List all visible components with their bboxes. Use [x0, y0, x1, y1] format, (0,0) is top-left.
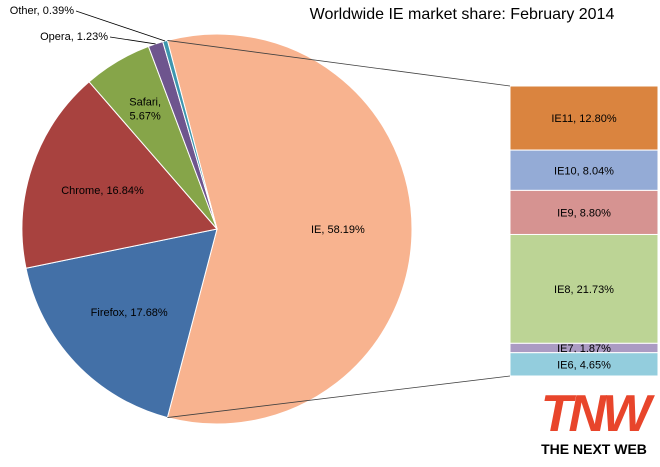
pie-slice-other — [162, 39, 218, 230]
pie-group: IE, 58.19% Firefox, 17.68% Chrome, 16.84% S… — [10, 5, 413, 425]
bar-label-ie10: IE10, 8.04% — [554, 165, 614, 177]
pie-slice-firefox — [25, 228, 218, 419]
slice-label-ie: IE, 58.19% — [311, 224, 365, 236]
bar-segment-ie9 — [509, 189, 659, 235]
connector-line-bottom — [167, 375, 511, 418]
slice-label-opera: Opera, 1.23% — [40, 31, 108, 43]
tnw-logo: TNW THE NEXT WEB — [541, 385, 659, 457]
breakdown-bar-group: IE11, 12.80% IE10, 8.04% IE9, 8.80% IE8, 21… — [167, 40, 659, 418]
bar-segment-ie10 — [509, 149, 659, 191]
bar-segment-ie6 — [509, 352, 659, 377]
bar-label-ie6: IE6, 4.65% — [557, 359, 611, 371]
connector-line-top — [167, 40, 511, 87]
chart-title: Worldwide IE market share: February 2014 — [310, 6, 615, 23]
logo-mark: TNW — [541, 385, 655, 443]
bar-label-ie8: IE8, 21.73% — [554, 284, 614, 296]
pie-slice-ie — [166, 33, 413, 425]
bar-segment-ie8 — [509, 233, 659, 344]
pie-slice-chrome — [21, 81, 218, 269]
bar-label-ie11: IE11, 12.80% — [551, 113, 616, 125]
bar-label-ie9: IE9, 8.80% — [557, 207, 611, 219]
bar-label-ie7: IE7, 1.87% — [557, 343, 611, 355]
slice-label-firefox: Firefox, 17.68% — [91, 307, 168, 319]
slice-label-safari: Safari, 5.67% — [129, 96, 161, 122]
slice-label-other: Other, 0.39% — [10, 5, 74, 17]
leader-line-opera — [109, 36, 156, 45]
slice-label-chrome: Chrome, 16.84% — [61, 185, 144, 197]
leader-line-other — [75, 10, 166, 42]
logo-wordmark: THE NEXT WEB — [541, 441, 647, 457]
